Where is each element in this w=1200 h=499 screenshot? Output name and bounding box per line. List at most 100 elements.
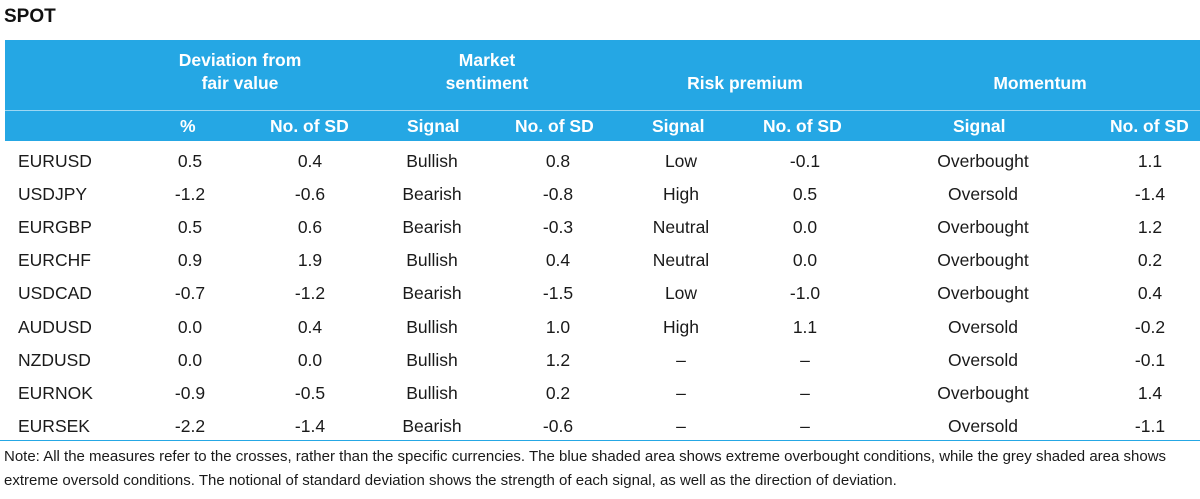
col-risk-sd: No. of SD (763, 116, 842, 136)
col-pct: % (180, 116, 196, 136)
cell-sent-signal: Bearish (402, 283, 462, 304)
cell-sent-sd: -0.8 (542, 184, 574, 205)
table-row: USDJPY -1.2 -0.6 Bearish -0.8 High 0.5 Oversold… (0, 177, 1200, 210)
cell-mom-sd: -1.4 (1134, 184, 1166, 205)
cell-sent-signal: Bearish (402, 415, 462, 436)
col-mom-signal: Signal (953, 116, 1006, 136)
table-row: USDCAD -0.7 -1.2 Bearish -1.5 Low -1.0 Overboug… (0, 276, 1200, 309)
cell-pair: EURCHF (18, 250, 91, 271)
table-row: NZDUSD 0.0 0.0 Bullish 1.2 – – Oversold -0.1 (0, 343, 1200, 376)
cell-dev-sd: -0.6 (294, 184, 326, 205)
cell-risk-sd: 1.1 (792, 316, 818, 337)
cell-pct: -0.9 (174, 382, 206, 403)
table-row: EURCHF 0.9 1.9 Bullish 0.4 Neutral 0.0 Overboug… (0, 243, 1200, 276)
col-risk-signal: Signal (652, 116, 705, 136)
cell-mom-sd: 0.2 (1137, 250, 1163, 271)
cell-mom-sd: 1.1 (1137, 151, 1163, 171)
group-sentiment: Market sentiment (445, 50, 529, 93)
cell-risk-sd: 0.5 (792, 184, 818, 205)
cell-mom-signal: Oversold (947, 415, 1019, 436)
column-header-row: % No. of SD Signal No. of SD Signal No. … (5, 110, 1200, 142)
cell-sent-signal: Bullish (406, 151, 458, 171)
cell-dev-sd: 0.0 (297, 349, 323, 370)
cell-risk-signal: Low (664, 151, 698, 171)
cell-mom-signal: Oversold (947, 349, 1019, 370)
table-row: EURGBP 0.5 0.6 Bearish -0.3 Neutral 0.0 Overbou… (0, 210, 1200, 243)
cell-sent-sd: 0.8 (545, 151, 571, 171)
group-deviation: Deviation from fair value (178, 50, 302, 93)
cell-dev-sd: -0.5 (294, 382, 326, 403)
cell-mom-sd: -1.1 (1134, 415, 1166, 436)
cell-risk-sd: 0.0 (792, 250, 818, 271)
cell-mom-signal: Overbought (937, 382, 1029, 403)
cell-sent-sd: 1.2 (545, 349, 571, 370)
cell-risk-sd: -1.0 (789, 283, 821, 304)
col-mom-sd: No. of SD (1110, 116, 1189, 136)
cell-mom-signal: Overbought (937, 250, 1029, 271)
cell-pct: 0.5 (177, 217, 203, 238)
cell-sent-signal: Bearish (402, 184, 462, 205)
cell-sent-sd: -0.3 (542, 217, 574, 238)
cell-mom-signal: Oversold (947, 316, 1019, 337)
cell-sent-signal: Bullish (406, 349, 458, 370)
cell-sent-sd: 0.4 (545, 250, 571, 271)
col-sent-signal: Signal (407, 116, 460, 136)
cell-mom-signal: Overbought (937, 283, 1029, 304)
cell-risk-signal: – (676, 382, 686, 403)
table-row: EURSEK -2.2 -1.4 Bearish -0.6 – – Oversold -1.1 (0, 409, 1200, 442)
cell-dev-sd: -1.4 (294, 415, 326, 436)
cell-risk-signal: – (676, 415, 686, 436)
cell-sent-sd: 0.2 (545, 382, 571, 403)
cell-pct: -1.2 (174, 184, 206, 205)
cell-pct: -0.7 (174, 283, 206, 304)
cell-sent-signal: Bullish (406, 382, 458, 403)
cell-pair: USDJPY (18, 184, 88, 205)
cell-pct: 0.9 (177, 250, 203, 271)
cell-risk-signal: Neutral (652, 217, 710, 238)
cell-pair: EURSEK (18, 415, 90, 436)
cell-risk-signal: High (663, 184, 699, 205)
cell-sent-signal: Bearish (402, 217, 462, 238)
cell-sent-sd: -1.5 (542, 283, 574, 304)
cell-mom-sd: 1.4 (1137, 382, 1163, 403)
cell-sent-signal: Bullish (406, 250, 458, 271)
cell-risk-sd: – (800, 382, 810, 403)
cell-dev-sd: 0.4 (297, 316, 323, 337)
cell-dev-sd: 1.9 (297, 250, 323, 271)
cell-mom-sd: 1.2 (1137, 217, 1163, 238)
cell-risk-sd: – (800, 349, 810, 370)
table-row: EURNOK -0.9 -0.5 Bullish 0.2 – – Overbought 1.4 (0, 376, 1200, 409)
cell-pair: NZDUSD (18, 349, 91, 370)
table-header: Deviation from fair value Market sentime… (5, 40, 1200, 141)
table-note: Note: All the measures refer to the cros… (4, 448, 1167, 489)
cell-pair: USDCAD (18, 283, 92, 304)
cell-dev-sd: -1.2 (294, 283, 326, 304)
cell-mom-sd: -0.1 (1134, 349, 1166, 370)
cell-pair: EURGBP (18, 217, 92, 238)
cell-pair: EURUSD (18, 151, 92, 171)
group-momentum: Momentum (993, 73, 1087, 93)
col-sent-sd: No. of SD (515, 116, 594, 136)
cell-pair: EURNOK (18, 382, 93, 403)
cell-mom-sd: 0.4 (1137, 283, 1163, 304)
cell-sent-sd: -0.6 (542, 415, 574, 436)
cell-pct: 0.5 (177, 151, 203, 171)
cell-dev-sd: 0.6 (297, 217, 323, 238)
cell-risk-sd: -0.1 (789, 151, 821, 171)
cell-risk-signal: Neutral (652, 250, 710, 271)
cell-risk-sd: 0.0 (792, 217, 818, 238)
cell-sent-signal: Bullish (406, 316, 458, 337)
table-bottom-rule (0, 440, 1200, 441)
cell-risk-signal: – (676, 349, 686, 370)
cell-mom-signal: Oversold (947, 184, 1019, 205)
cell-sent-sd: 1.0 (545, 316, 571, 337)
cell-mom-signal: Overbought (937, 151, 1029, 171)
table-row: EURUSD 0.5 0.4 Bullish 0.8 Low -0.1 Overbought 1… (0, 144, 1200, 177)
cell-pair: AUDUSD (18, 316, 92, 337)
cell-pct: -2.2 (174, 415, 206, 436)
cell-dev-sd: 0.4 (297, 151, 323, 171)
cell-risk-signal: Low (664, 283, 698, 304)
cell-mom-sd: -0.2 (1134, 316, 1166, 337)
table-row: AUDUSD 0.0 0.4 Bullish 1.0 High 1.1 Oversold -0.… (0, 310, 1200, 343)
cell-pct: 0.0 (177, 316, 203, 337)
